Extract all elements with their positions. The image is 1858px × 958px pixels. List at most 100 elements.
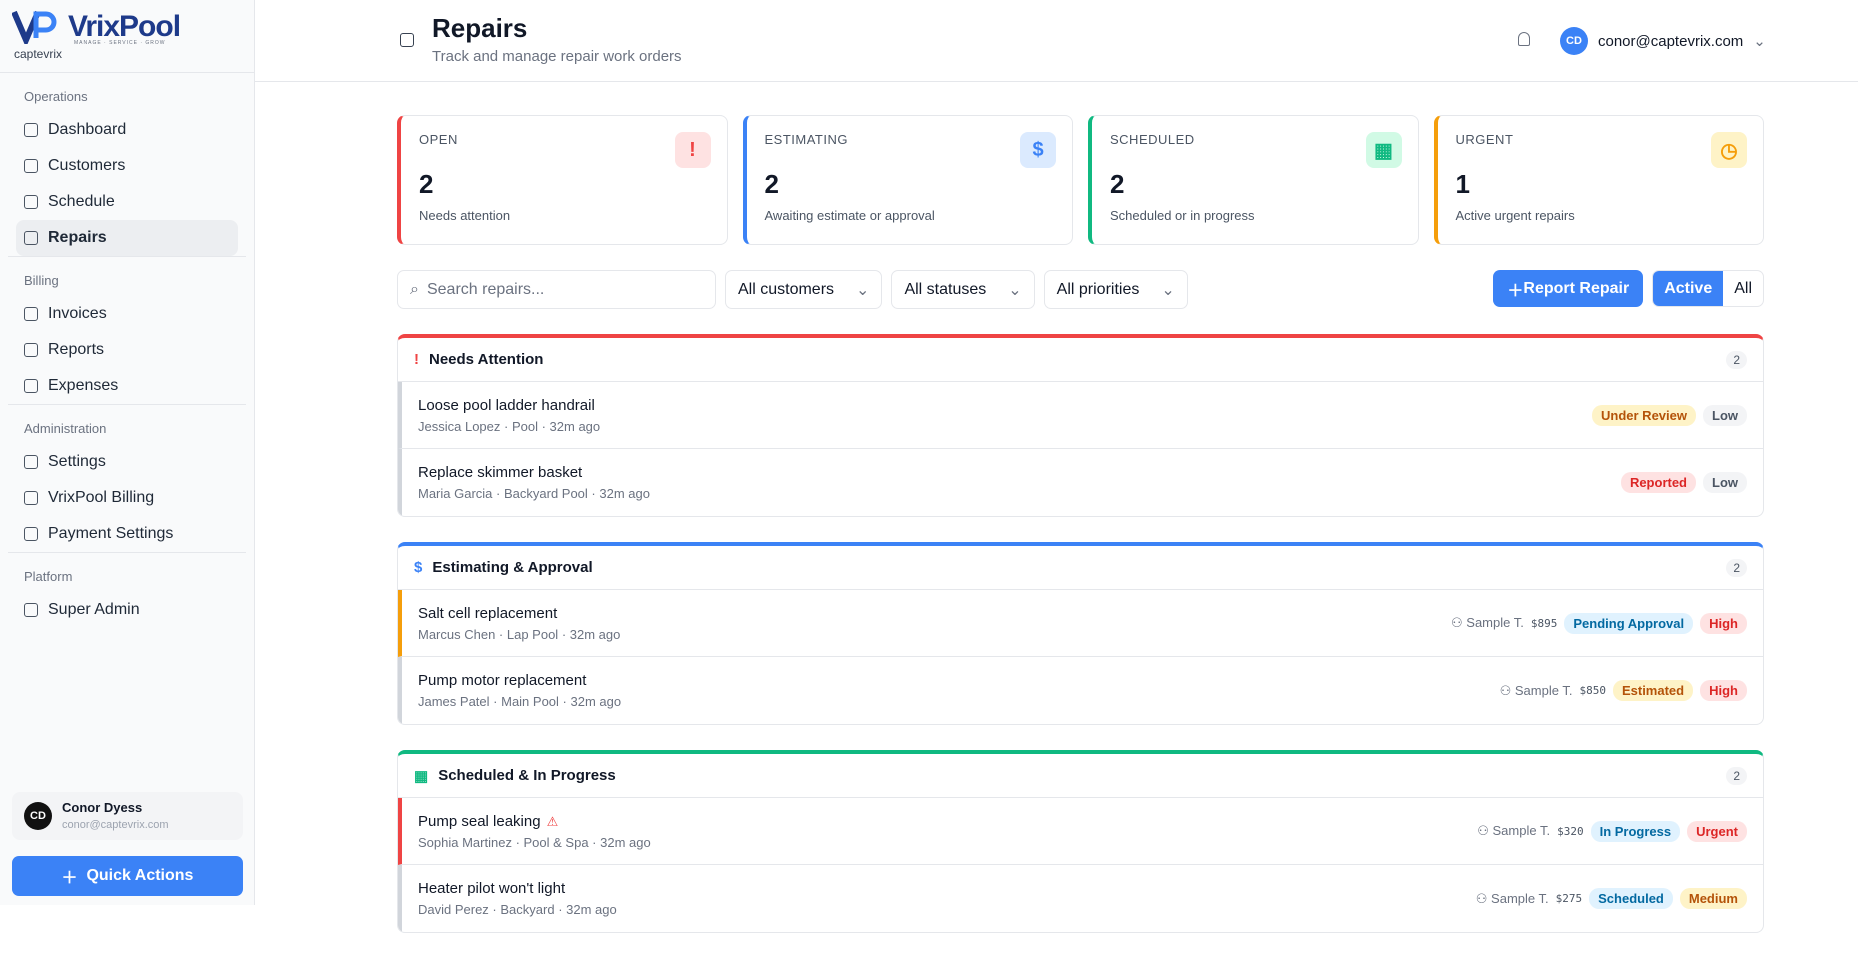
nav-item[interactable]: VrixPool Billing [16, 480, 238, 516]
status-badge: Estimated [1612, 680, 1694, 701]
nav-item[interactable]: Invoices [16, 296, 238, 332]
nav-item[interactable]: Expenses [16, 368, 238, 404]
tech: ⚇ Sample T. [1499, 682, 1573, 698]
section-title: Platform [24, 569, 73, 584]
separator: · [588, 834, 601, 850]
user-card[interactable]: CD Conor Dyess conor@captevrix.com [12, 792, 243, 840]
amount: $850 [1579, 684, 1606, 697]
repair-row[interactable]: Replace skimmer basket Maria Garcia · Bac… [398, 449, 1763, 516]
toggle-option[interactable]: All [1734, 279, 1752, 297]
tech-name: Sample T. [1491, 890, 1549, 906]
nav-item[interactable]: Repairs [16, 220, 238, 256]
meta-pool: Backyard [500, 902, 555, 917]
nav-item[interactable]: Payment Settings [16, 516, 238, 552]
repair-title: Heater pilot won't light [418, 880, 566, 897]
sidebar-toggle[interactable] [400, 33, 414, 47]
urgent-icon: ⚠ [546, 813, 559, 829]
separator: · [492, 486, 504, 501]
row-meta: Maria Garcia · Backyard Pool · 32m ago [418, 486, 650, 501]
meta-customer: Marcus Chen [418, 626, 496, 642]
repair-row[interactable]: Salt cell replacement Marcus Chen · Lap P… [398, 590, 1763, 657]
row-main: Loose pool ladder handrail Jessica Lopez … [418, 397, 600, 434]
section-title: Administration [24, 421, 107, 436]
repair-row[interactable]: Pump seal leaking ⚠ Sophia Martinez · Pool… [398, 798, 1763, 865]
select-label: All priorities [1056, 280, 1140, 298]
filters: ⌕Search repairs... All customers All statu… [397, 270, 1764, 309]
separator: · [558, 626, 570, 642]
row-meta: Marcus Chen · Lap Pool · 32m ago [418, 627, 620, 642]
notifications[interactable] [1518, 32, 1530, 46]
separator: · [537, 418, 550, 434]
repair-row[interactable]: Heater pilot won't light David Perez · Ba… [398, 865, 1763, 932]
group-icon: ! [414, 351, 419, 368]
stat-card: OPEN 2 Needs attention! [397, 115, 728, 245]
search[interactable]: ⌕ Search repairs... [397, 270, 716, 309]
nav-label: VrixPool Billing [48, 489, 155, 506]
row-meta: Sophia Martinez · Pool & Spa · 32m ago [418, 835, 651, 850]
nav-section: Operations Dashboard Customers Schedule Repa… [8, 73, 246, 257]
account-menu[interactable]: CD conor@captevrix.com ⌄ [1560, 27, 1766, 55]
nav-item[interactable]: Schedule [16, 184, 238, 220]
row-title-line: Salt cell replacement [418, 605, 620, 622]
nav-icon [24, 195, 38, 209]
meta-time: 32m ago [570, 694, 622, 709]
separator: · [488, 902, 501, 917]
row-title-line: Loose pool ladder handrail [418, 397, 600, 414]
report-button[interactable]: ＋ Report Repair [1493, 270, 1644, 307]
repair-group: ▦ Scheduled & In Progress 2 Pump seal leaki… [397, 750, 1764, 933]
stat-note: Needs attention [419, 208, 511, 223]
nav-icon [24, 603, 38, 617]
nav-icon [24, 455, 38, 469]
status-badge: In Progress [1590, 820, 1681, 842]
separator: · [587, 486, 600, 501]
quick-actions[interactable]: ＋ Quick Actions [12, 856, 243, 896]
avatar: CD [1560, 27, 1588, 55]
select[interactable]: All priorities [1043, 270, 1188, 309]
nav-item[interactable]: Reports [16, 332, 238, 368]
tech-name: Sample T. [1492, 823, 1551, 838]
select[interactable]: All customers [725, 270, 883, 309]
separator: · [554, 902, 567, 917]
group-count: 2 [1726, 766, 1747, 785]
status-badge: Pending Approval [1564, 612, 1694, 634]
stat-icon: ◷ [1711, 132, 1747, 168]
main: Repairs Track and manage repair work ord… [255, 0, 1858, 933]
row-right: ⚇ Sample T. $275 Scheduled Medium [1476, 888, 1747, 909]
quick-actions-label: Quick Actions [86, 867, 194, 884]
repair-row[interactable]: Pump motor replacement James Patel · Main… [398, 657, 1763, 724]
repair-title: Pump motor replacement [418, 672, 587, 689]
nav-label: Schedule [48, 193, 115, 210]
meta-time: 32m ago [549, 418, 601, 434]
meta-customer: Sophia Martinez [418, 834, 512, 850]
nav-label: Repairs [48, 229, 107, 246]
nav-icon [24, 159, 38, 173]
separator: · [558, 694, 571, 709]
nav-item[interactable]: Dashboard [16, 112, 238, 148]
row-meta: David Perez · Backyard · 32m ago [418, 902, 617, 917]
toggle-option[interactable]: Active [1653, 271, 1724, 306]
separator: · [500, 418, 512, 434]
nav-item[interactable]: Settings [16, 444, 238, 480]
meta-time: 32m ago [600, 834, 651, 850]
meta-pool: Main Pool [501, 694, 559, 709]
stat-card: SCHEDULED 2 Scheduled or in progress ▦ [1088, 115, 1419, 245]
repair-group: $ Estimating & Approval 2 Salt cell replace… [397, 542, 1764, 725]
nav-label: Invoices [48, 305, 107, 322]
repair-title: Pump seal leaking [418, 812, 541, 830]
repair-group: ! Needs Attention 2 Loose pool ladder handr… [397, 334, 1764, 517]
tagline: MANAGE · SERVICE · GROW [74, 40, 166, 46]
priority-badge: Low [1703, 404, 1747, 426]
nav-icon [24, 379, 38, 393]
section-title: Billing [24, 273, 59, 288]
nav-item[interactable]: Super Admin [16, 592, 238, 628]
select[interactable]: All statuses [891, 270, 1035, 309]
priority-badge: Low [1703, 472, 1747, 493]
repair-row[interactable]: Loose pool ladder handrail Jessica Lopez … [398, 382, 1763, 449]
separator: · [511, 834, 524, 850]
stat-card: ESTIMATING 2 Awaiting estimate or approval… [742, 115, 1073, 245]
row-main: Replace skimmer basket Maria Garcia · Bac… [418, 464, 650, 501]
row-main: Pump seal leaking ⚠ Sophia Martinez · Pool… [418, 813, 651, 850]
sidebar: VrixPool MANAGE · SERVICE · GROW captevr… [0, 0, 255, 905]
nav-item[interactable]: Customers [16, 148, 238, 184]
stat-value: 1 [1455, 169, 1470, 199]
